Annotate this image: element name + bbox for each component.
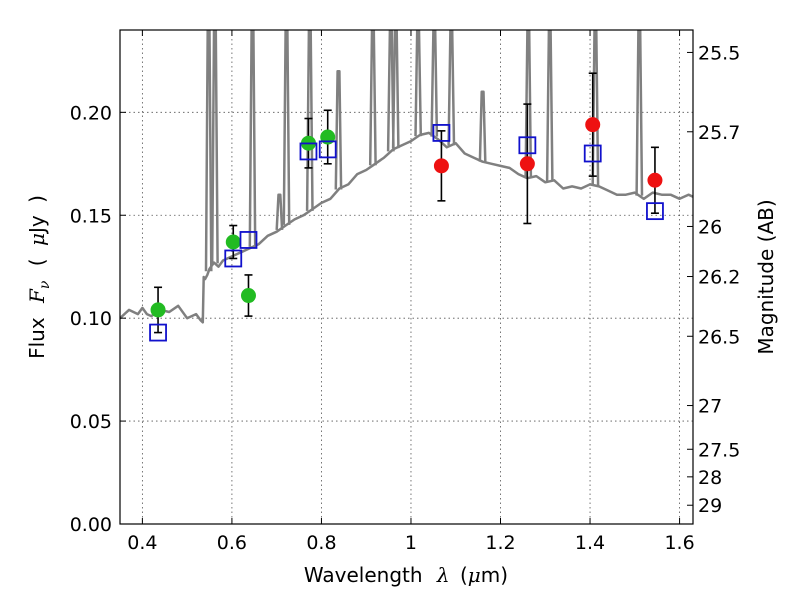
model-photometry-marker: [224, 249, 243, 268]
x-axis-label-unit-open: (: [460, 563, 468, 587]
emission-line: [204, 30, 213, 272]
axis-ticks: 0.4 0.6 0.8 1 1.2 1.4 1.6 0.00 0.05 0.10 0.15 0.20 2…: [70, 30, 740, 554]
right-tick-label: 27: [698, 396, 722, 418]
y-axis-label-unit-open: (: [25, 258, 49, 266]
x-tick-label: 0.4: [127, 532, 157, 554]
x-tick-label: 1.6: [664, 532, 694, 554]
y-tick-label: 0.15: [70, 205, 112, 227]
x-axis-label-word: Wavelength: [304, 563, 423, 587]
model-photometry-marker: [318, 140, 337, 159]
x-axis-label-unit-mu: μ: [468, 563, 481, 587]
infrared-flux-point: [585, 117, 601, 133]
y-tick-label: 0.20: [70, 102, 112, 124]
model-photometry-marker: [583, 144, 602, 163]
model-photometry-marker: [239, 231, 258, 249]
x-axis-label-symbol: λ: [436, 563, 450, 587]
right-tick-label: 25.5: [698, 42, 740, 64]
emission-line: [210, 30, 219, 264]
y-axis-label-unit-mu: μ: [25, 233, 49, 246]
optical-flux-point: [150, 302, 166, 318]
right-tick-label: 29: [698, 495, 722, 517]
right-axis-label: Magnitude (AB): [754, 199, 778, 354]
model-photometry-marker: [646, 202, 664, 221]
infrared-flux-point: [433, 158, 449, 174]
x-tick-label: 1.4: [575, 532, 605, 554]
emission-line: [334, 69, 343, 190]
y-axis-label-symbol: F: [25, 288, 49, 304]
model-photometry-marker: [299, 142, 318, 161]
emission-line: [414, 30, 423, 137]
right-tick-label: 26: [698, 216, 722, 238]
infrared-flux-point: [519, 156, 535, 172]
model-photometry-marker: [518, 136, 537, 155]
emission-line: [635, 30, 644, 196]
emission-line: [368, 30, 377, 166]
x-tick-label: 1: [405, 532, 417, 554]
optical-flux-point: [320, 129, 336, 145]
x-tick-label: 0.6: [217, 532, 247, 554]
emission-line: [391, 30, 400, 149]
y-axis-label: Flux Fν ( μJy ): [25, 195, 54, 359]
emission-line: [386, 30, 395, 152]
right-tick-label: 27.5: [698, 439, 740, 461]
optical-flux-point: [225, 234, 241, 250]
y-tick-label: 0.00: [70, 514, 112, 536]
emission-line: [430, 30, 439, 137]
y-axis-label-unit-close: ): [25, 195, 49, 203]
model-photometry-marker: [149, 323, 167, 342]
emission-line: [545, 30, 554, 182]
emission-line: [275, 193, 284, 230]
right-tick-label: 26.2: [698, 267, 740, 289]
emission-line: [591, 30, 600, 186]
infrared-flux-point: [647, 172, 663, 188]
right-tick-label: 26.5: [698, 326, 740, 348]
x-axis-label-unit-rest: m): [481, 563, 508, 587]
x-tick-label: 0.8: [306, 532, 336, 554]
right-tick-label: 25.7: [698, 122, 740, 144]
optical-flux-point: [240, 288, 256, 304]
y-axis-label-word: Flux: [25, 317, 49, 359]
y-tick-label: 0.10: [70, 308, 112, 330]
plot-area: [120, 30, 693, 342]
x-tick-label: 1.2: [485, 532, 515, 554]
model-photometry-marker: [432, 124, 451, 142]
y-tick-label: 0.05: [70, 411, 112, 433]
right-tick-label: 28: [698, 467, 722, 489]
emission-line: [447, 30, 456, 146]
emission-line: [248, 30, 257, 247]
x-axis-label: Wavelength λ (μm): [304, 563, 508, 587]
y-axis-label-subscript: ν: [37, 280, 53, 289]
emission-line: [478, 90, 487, 162]
y-axis-label-unit-rest: Jy: [25, 215, 49, 235]
emission-line: [282, 30, 291, 225]
